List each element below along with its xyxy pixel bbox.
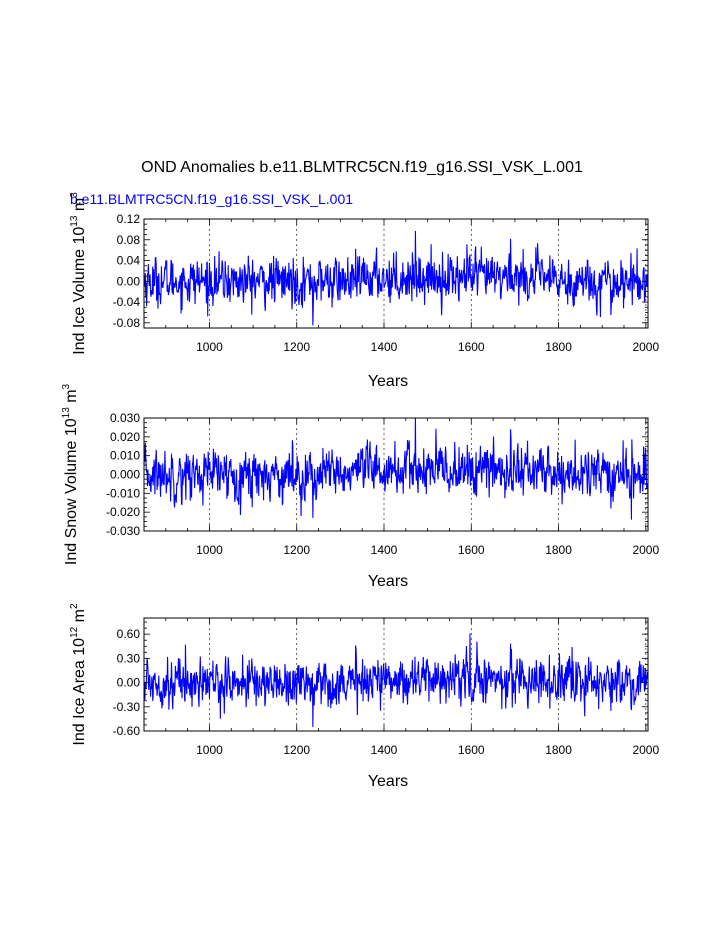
y-tick-label: 0.30: [117, 651, 141, 665]
plot-frame: [143, 218, 649, 329]
x-tick-label: 1400: [371, 743, 398, 757]
y-tick-label: -0.30: [113, 700, 141, 714]
figure-subtitle: b.e11.BLMTRC5CN.f19_g16.SSI_VSK_L.001: [70, 191, 353, 207]
x-tick-label: 1000: [196, 743, 223, 757]
x-tick-label: 1800: [545, 340, 572, 354]
x-tick-label: 1400: [371, 543, 398, 557]
series-line: [144, 418, 648, 520]
y-tick-label: -0.010: [106, 486, 140, 500]
y-tick-label: -0.020: [106, 505, 140, 519]
x-axis-label: Years: [368, 373, 408, 390]
x-tick-label: 2000: [632, 743, 659, 757]
x-tick-label: 1600: [458, 743, 485, 757]
y-axis-label: Ind Ice Area 1012 m2: [69, 603, 88, 746]
y-axis-label: Ind Ice Volume 1013 m3: [69, 192, 88, 355]
x-tick-label: 1400: [371, 340, 398, 354]
figure-title: OND Anomalies b.e11.BLMTRC5CN.f19_g16.SS…: [141, 159, 583, 176]
x-tick-label: 2000: [632, 543, 659, 557]
panel-snow-volume: 1000 1200 1400 1600 1800 2000 -0.030 -0.020 -0.0…: [61, 383, 659, 590]
plot-frame: [143, 617, 649, 732]
y-tick-label: -0.030: [106, 524, 140, 538]
y-axis-label: Ind Snow Volume 1013 m3: [61, 383, 80, 565]
x-tick-label: 1200: [283, 743, 310, 757]
x-axis-label: Years: [368, 573, 408, 590]
y-tick-label: 0.020: [110, 430, 140, 444]
series-line: [144, 633, 648, 727]
series-line: [144, 230, 648, 326]
y-tick-label: 0.000: [110, 468, 140, 482]
x-tick-label: 1600: [458, 340, 485, 354]
y-tick-label: -0.04: [113, 295, 141, 309]
panel-ice-area: 1000 1200 1400 1600 1800 2000 -0.60 -0.30 0.00 0.…: [69, 603, 659, 790]
y-tick-label: -0.60: [113, 724, 141, 738]
panel-ice-volume: 1000 1200 1400 1600 1800 2000 -0.08 -0.04 0.00 0.…: [69, 192, 659, 390]
x-tick-label: 1000: [196, 340, 223, 354]
x-tick-label: 1800: [545, 543, 572, 557]
x-tick-label: 1200: [283, 340, 310, 354]
x-tick-label: 1000: [196, 543, 223, 557]
x-tick-label: 2000: [632, 340, 659, 354]
y-tick-label: 0.60: [117, 627, 141, 641]
y-tick-label: 0.030: [110, 411, 140, 425]
y-tick-label: 0.00: [117, 274, 141, 288]
y-tick-label: 0.08: [117, 233, 141, 247]
y-tick-label: 0.00: [117, 676, 141, 690]
y-tick-label: 0.12: [117, 212, 141, 226]
y-tick-label: 0.04: [117, 254, 141, 268]
y-tick-label: 0.010: [110, 449, 140, 463]
x-tick-label: 1200: [283, 543, 310, 557]
y-tick-label: -0.08: [113, 316, 141, 330]
x-tick-label: 1600: [458, 543, 485, 557]
x-axis-label: Years: [368, 773, 408, 790]
x-tick-label: 1800: [545, 743, 572, 757]
